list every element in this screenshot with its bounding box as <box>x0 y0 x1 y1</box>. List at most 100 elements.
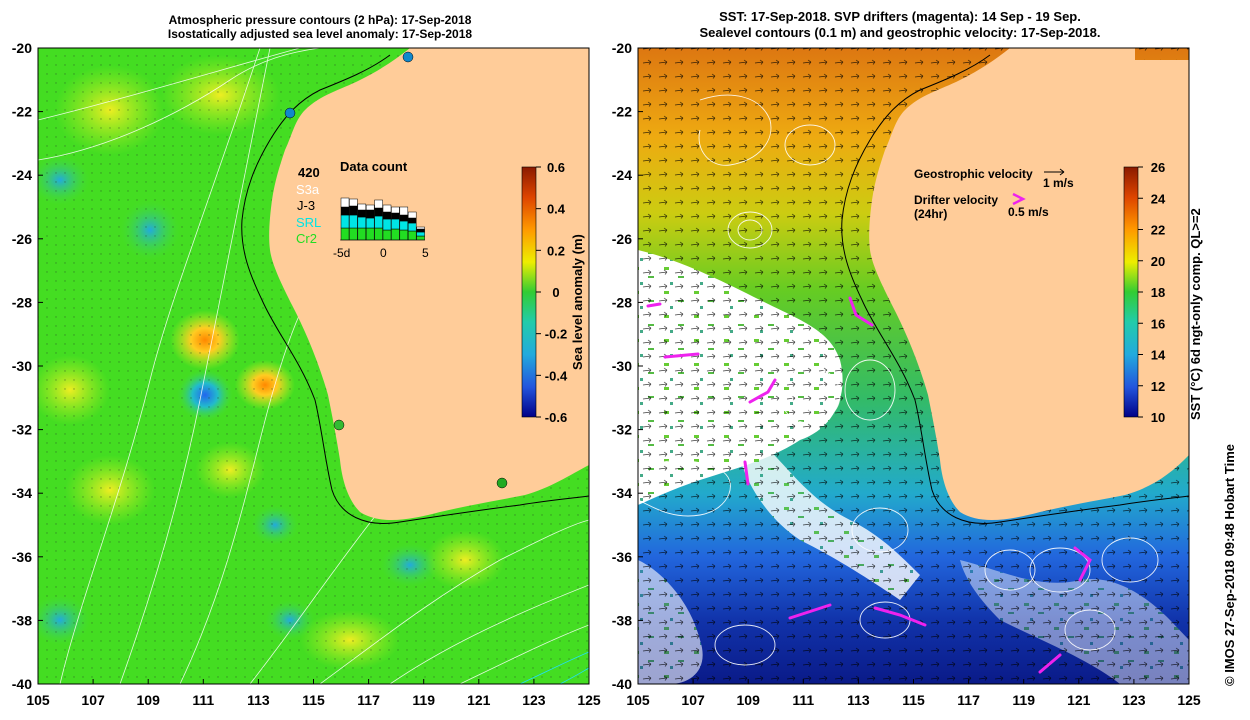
inset-bar-segment <box>407 222 417 232</box>
inset-bar-segment <box>382 204 392 213</box>
right-x-tick-label: 115 <box>902 692 925 708</box>
inset-bar-segment <box>365 204 375 211</box>
inset-bar-segment <box>340 227 350 241</box>
inset-tick-0: 0 <box>380 246 387 260</box>
inset-bar-segment <box>416 228 425 233</box>
sst-colorbar-tick: 12 <box>1151 379 1165 394</box>
australia-landmass-right <box>869 48 1189 520</box>
inset-bar-segment <box>340 206 350 216</box>
right-y-tick-label: -30 <box>612 358 632 374</box>
inset-bar-segment <box>340 214 350 229</box>
right-x-tick-label: 117 <box>957 692 980 708</box>
inset-bar-segment <box>416 231 425 237</box>
right-y-tick-label: -26 <box>612 231 632 247</box>
right-x-tick-label: 119 <box>1012 692 1035 708</box>
right-y-tick-label: -38 <box>612 612 632 628</box>
sla-colorbar-tick: 0.4 <box>547 202 566 217</box>
right-y-tick-label: -22 <box>612 104 632 120</box>
sst-colorbar: 26 24 22 20 18 16 14 12 10 SST (°C) 6d ngt-only … <box>1123 160 1203 425</box>
data-count-total: 420 <box>298 165 320 180</box>
right-y-tick-label: -20 <box>612 40 632 56</box>
right-y-tick-label: -28 <box>612 294 632 310</box>
right-title-line1: SST: 17-Sep-2018. SVP drifters (magenta)… <box>719 9 1081 24</box>
left-y-tick-label: -36 <box>12 549 32 565</box>
sst-colorbar-label: SST (°C) 6d ngt-only comp. QL>=2 <box>1188 208 1203 420</box>
inset-bar-segment <box>374 227 383 241</box>
inset-tick-5: 5 <box>422 246 429 260</box>
inset-bar-segment <box>374 199 383 209</box>
right-x-tick-label: 113 <box>847 692 870 708</box>
sla-colorbar-tick: 0 <box>552 285 559 300</box>
inset-bar-segment <box>340 197 350 208</box>
drifter-scale-label: 0.5 m/s <box>1008 205 1049 219</box>
inset-bar-segment <box>357 203 367 211</box>
left-x-tick-label: 121 <box>467 692 491 708</box>
inset-bar-segment <box>416 226 425 230</box>
right-x-tick-label: 111 <box>792 692 814 708</box>
left-title-line2: Isostatically adjusted sea level anomaly… <box>167 27 473 41</box>
right-y-tick-label: -34 <box>612 485 632 501</box>
drifter-velocity-label: Drifter velocity <box>914 193 998 207</box>
inset-bar-segment <box>365 209 375 219</box>
inset-bar-segment <box>407 217 417 224</box>
right-map <box>638 48 1189 684</box>
left-y-tick-label: -24 <box>12 167 32 183</box>
right-x-tick-label: 107 <box>681 692 705 708</box>
drifter-velocity-sublabel: (24hr) <box>914 207 947 221</box>
sst-colorbar-tick: 18 <box>1151 285 1165 300</box>
sst-colorbar-tick: 20 <box>1151 254 1165 269</box>
sla-colorbar-tick: 0.2 <box>547 243 565 258</box>
data-count-title: Data count <box>340 159 408 174</box>
mission-j3: J-3 <box>297 198 315 213</box>
left-x-tick-label: 109 <box>137 692 161 708</box>
left-y-tick-label: -26 <box>12 231 32 247</box>
inset-bar-segment <box>416 235 425 241</box>
australia-landmass <box>269 48 589 520</box>
inset-bar-segment <box>399 214 409 222</box>
right-y-tick-label: -40 <box>612 676 632 692</box>
left-x-tick-label: 111 <box>192 692 214 708</box>
inset-bar-segment <box>391 206 400 214</box>
inset-tick-minus5: -5d <box>333 246 350 260</box>
right-x-tick-label: 123 <box>1122 692 1146 708</box>
inset-bar-segment <box>357 216 367 229</box>
inset-bar-segment <box>391 228 400 241</box>
inset-bar-segment <box>349 214 358 229</box>
sla-colorbar-tick: -0.4 <box>545 368 568 383</box>
sla-colorbar-tick: -0.6 <box>545 410 567 425</box>
inset-bar-segment <box>374 215 383 229</box>
left-x-tick-label: 125 <box>577 692 601 708</box>
data-count-inset: 420 Data count S3a J-3 SRL Cr2 -5d 0 5 <box>296 159 429 260</box>
right-y-tick-label: -24 <box>612 167 632 183</box>
sla-colorbar-tick: 0.6 <box>547 160 565 175</box>
right-y-tick-label: -32 <box>612 422 632 438</box>
inset-bar-segment <box>399 229 409 241</box>
left-x-tick-label: 117 <box>357 692 380 708</box>
inset-bar-segment <box>349 205 358 216</box>
velocity-legend: Geostrophic velocity 1 m/s Drifter veloc… <box>914 167 1074 221</box>
left-x-tick-label: 113 <box>247 692 270 708</box>
inset-bar-segment <box>382 218 392 231</box>
inset-bar-segment <box>407 230 417 241</box>
inset-bar-segment <box>374 207 383 217</box>
inset-bar-segment <box>391 212 400 220</box>
left-x-tick-label: 107 <box>81 692 105 708</box>
sst-colorbar-tick: 10 <box>1151 410 1165 425</box>
inset-bar-segment <box>391 218 400 230</box>
right-x-tick-label: 121 <box>1067 692 1091 708</box>
left-y-tick-label: -22 <box>12 104 32 120</box>
right-x-tick-label: 125 <box>1177 692 1201 708</box>
inset-bar-segment <box>349 227 358 241</box>
inset-bar-segment <box>399 220 409 231</box>
drifter-scale-arrow <box>1012 192 1026 206</box>
sst-colorbar-tick: 22 <box>1151 223 1165 238</box>
sst-colorbar-tick: 24 <box>1151 191 1166 206</box>
sla-colorbar-tick: -0.2 <box>545 327 567 342</box>
inset-bar-segment <box>349 198 358 207</box>
left-y-tick-label: -34 <box>12 485 32 501</box>
right-x-tick-label: 105 <box>626 692 650 708</box>
mission-s3a: S3a <box>296 182 320 197</box>
inset-bar-segment <box>399 206 409 216</box>
mission-cr2: Cr2 <box>296 231 317 246</box>
geostrophic-scale-label: 1 m/s <box>1043 176 1074 190</box>
